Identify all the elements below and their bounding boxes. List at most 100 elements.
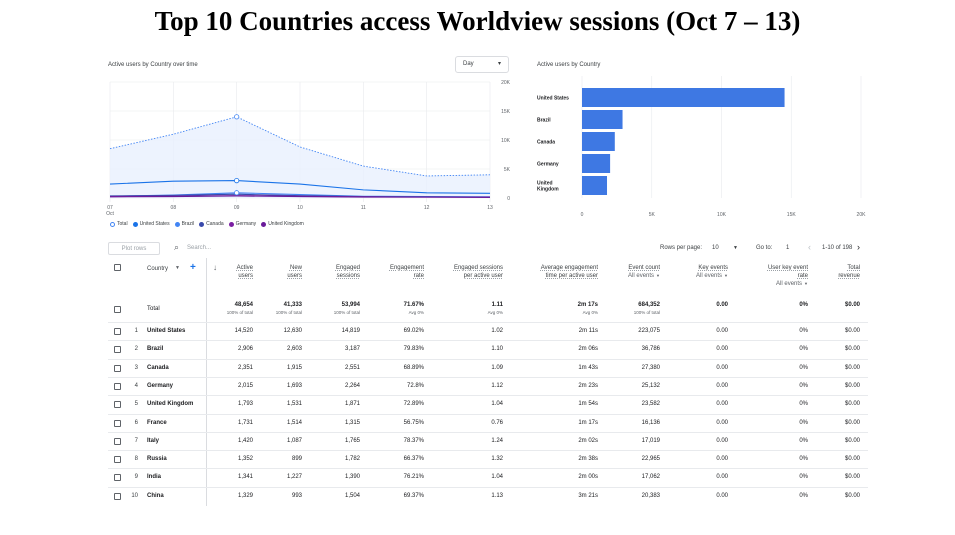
table-cell: 12,630	[283, 328, 302, 334]
table-row[interactable]: 8 Russia 1,352 899 1,782 66.37% 1.32 2m 38s 22,9…	[108, 450, 868, 468]
table-cell: 1,352	[237, 456, 253, 463]
country-name[interactable]: Italy	[147, 437, 160, 444]
table-cell: 14,520	[234, 328, 253, 334]
country-name[interactable]: China	[147, 492, 164, 499]
metric-filter[interactable]: All events ▼	[696, 273, 728, 279]
row-checkbox[interactable]	[114, 419, 121, 427]
table-cell: 1,504	[344, 492, 360, 499]
table-cell: 1m 17s	[578, 419, 598, 426]
legend-item[interactable]: Canada	[199, 221, 224, 227]
table-cell: $0.00	[844, 328, 860, 334]
dimension-label[interactable]: Country	[147, 266, 169, 272]
legend-item[interactable]: United States	[132, 221, 170, 227]
table-cell: 36,786	[641, 346, 660, 353]
table-row[interactable]: 9 India 1,341 1,227 1,390 76.21% 1.04 2m 00s 17,…	[108, 468, 868, 486]
table-cell: 17,019	[641, 437, 660, 444]
column-header[interactable]: Engagement rate	[390, 264, 424, 280]
table-row[interactable]: 4 Germany 2,015 1,693 2,264 72.8% 1.12 2m 23s 25…	[108, 376, 868, 395]
table-cell: $0.00	[844, 382, 860, 389]
table-cell: 2,015	[237, 382, 253, 389]
column-header-title: Total	[847, 265, 860, 271]
table-cell: 1.12	[491, 382, 503, 389]
table-row[interactable]: 10 China 1,329 993 1,504 69.37% 1.13 3m 21s 20,3…	[108, 486, 868, 505]
row-checkbox[interactable]	[114, 346, 121, 354]
table-row[interactable]: 7 Italy 1,420 1,087 1,765 78.37% 1.24 2m 02s 17,…	[108, 431, 868, 450]
table-row[interactable]: 3 Canada 2,351 1,915 2,551 68.89% 1.09 1m 43s 27…	[108, 358, 868, 377]
chevron-down-icon[interactable]: ▼	[733, 245, 738, 251]
column-header[interactable]: Active users	[237, 264, 253, 280]
row-checkbox[interactable]	[114, 456, 121, 464]
chevron-down-icon[interactable]: ▼	[175, 265, 180, 271]
legend-item[interactable]: Brazil	[174, 221, 194, 227]
chevron-left-icon[interactable]: ‹	[808, 242, 811, 252]
chevron-right-icon[interactable]: ›	[857, 242, 860, 252]
country-name[interactable]: Brazil	[147, 346, 164, 353]
search-input[interactable]: Search...	[187, 245, 212, 251]
country-name[interactable]: France	[147, 419, 167, 426]
metric-filter[interactable]: All events ▼	[776, 281, 808, 287]
line-chart: 20K 15K 10K 5K 0 07 08 09 10 11 12 13 Oct	[106, 80, 511, 216]
total-row-checkbox[interactable]	[114, 306, 121, 313]
column-header-title: Average engagement	[540, 265, 598, 271]
select-all-checkbox[interactable]	[114, 264, 121, 271]
column-header[interactable]: Engaged sessions	[336, 264, 360, 280]
table-cell: $0.00	[844, 492, 860, 499]
legend-label: United Kingdom	[268, 221, 304, 227]
country-name[interactable]: United Kingdom	[147, 401, 194, 408]
row-checkbox[interactable]	[114, 328, 121, 335]
table-cell: 1.24	[491, 437, 503, 444]
table-header: Country ▼ + ↓ Active users New users Engaged…	[108, 258, 868, 294]
country-name[interactable]: Russia	[147, 456, 167, 463]
row-checkbox[interactable]	[114, 474, 121, 482]
x-tick-label: 12	[424, 205, 430, 211]
table-cell: 2m 00s	[578, 474, 598, 481]
total-cell-subtext: 100% of total	[633, 310, 660, 315]
column-header[interactable]: New users	[287, 264, 302, 280]
column-header[interactable]: Total revenue	[838, 264, 860, 280]
chevron-down-icon[interactable]: ▼	[656, 273, 660, 278]
row-checkbox[interactable]	[114, 382, 121, 390]
metric-filter[interactable]: All events ▼	[628, 273, 660, 279]
table-cell: $0.00	[844, 437, 860, 444]
chevron-down-icon[interactable]: ▼	[724, 273, 728, 278]
granularity-dropdown[interactable]: Day ▾	[455, 56, 509, 73]
rows-per-page-select[interactable]: 10	[712, 245, 719, 251]
row-checkbox[interactable]	[114, 401, 121, 409]
sort-arrow-icon[interactable]: ↓	[213, 263, 217, 272]
goto-input[interactable]: 1	[786, 245, 790, 251]
legend-item[interactable]: Total	[110, 221, 128, 227]
legend-item[interactable]: United Kingdom	[261, 221, 304, 227]
row-checkbox[interactable]	[114, 492, 121, 500]
table-cell: 0.00	[716, 492, 728, 499]
row-checkbox[interactable]	[114, 437, 121, 445]
country-name[interactable]: Canada	[147, 364, 169, 371]
search-icon[interactable]: ⌕	[174, 242, 180, 252]
column-header[interactable]: Key events All events ▼	[696, 264, 728, 280]
column-header-title: rate	[797, 273, 808, 279]
table-cell: 27,380	[641, 364, 660, 371]
table-toolbar: Plot rows ⌕ Search... Rows per page: 10 …	[108, 242, 868, 256]
column-header[interactable]: Event count All events ▼	[628, 264, 660, 280]
table-row[interactable]: 2 Brazil 2,906 2,603 3,187 79.83% 1.10 2m 06s 36…	[108, 340, 868, 358]
chevron-down-icon[interactable]: ▼	[804, 281, 808, 286]
table-cell: 0%	[799, 364, 808, 371]
table-row[interactable]: 6 France 1,731 1,514 1,315 56.75% 0.76 1m 17s 16…	[108, 413, 868, 432]
country-name[interactable]: United States	[147, 328, 186, 334]
row-checkbox[interactable]	[114, 364, 121, 372]
series-line-total	[109, 116, 491, 177]
total-row: Total 48,654 100% of total 41,333 100% of t…	[108, 296, 868, 322]
country-name[interactable]: India	[147, 474, 162, 481]
table-cell: 1m 43s	[578, 364, 598, 371]
table-cell: 1,531	[286, 401, 302, 408]
table-row[interactable]: 1 United States 14,520 12,630 14,819 69.02% 1.…	[108, 322, 868, 340]
table-cell: 1.32	[491, 456, 503, 463]
add-dimension-icon[interactable]: +	[190, 262, 196, 273]
column-header[interactable]: Average engagement time per active user	[541, 264, 598, 280]
column-header-title: Event count	[628, 265, 660, 271]
table-row[interactable]: 5 United Kingdom 1,793 1,531 1,871 72.89% 1.04…	[108, 395, 868, 413]
plot-rows-button[interactable]: Plot rows	[108, 242, 160, 255]
country-name[interactable]: Germany	[147, 382, 174, 389]
column-header[interactable]: Engaged sessions per active user	[454, 264, 503, 280]
legend-item[interactable]: Germany	[228, 221, 256, 227]
column-header[interactable]: User key event rate All events ▼	[768, 264, 808, 288]
